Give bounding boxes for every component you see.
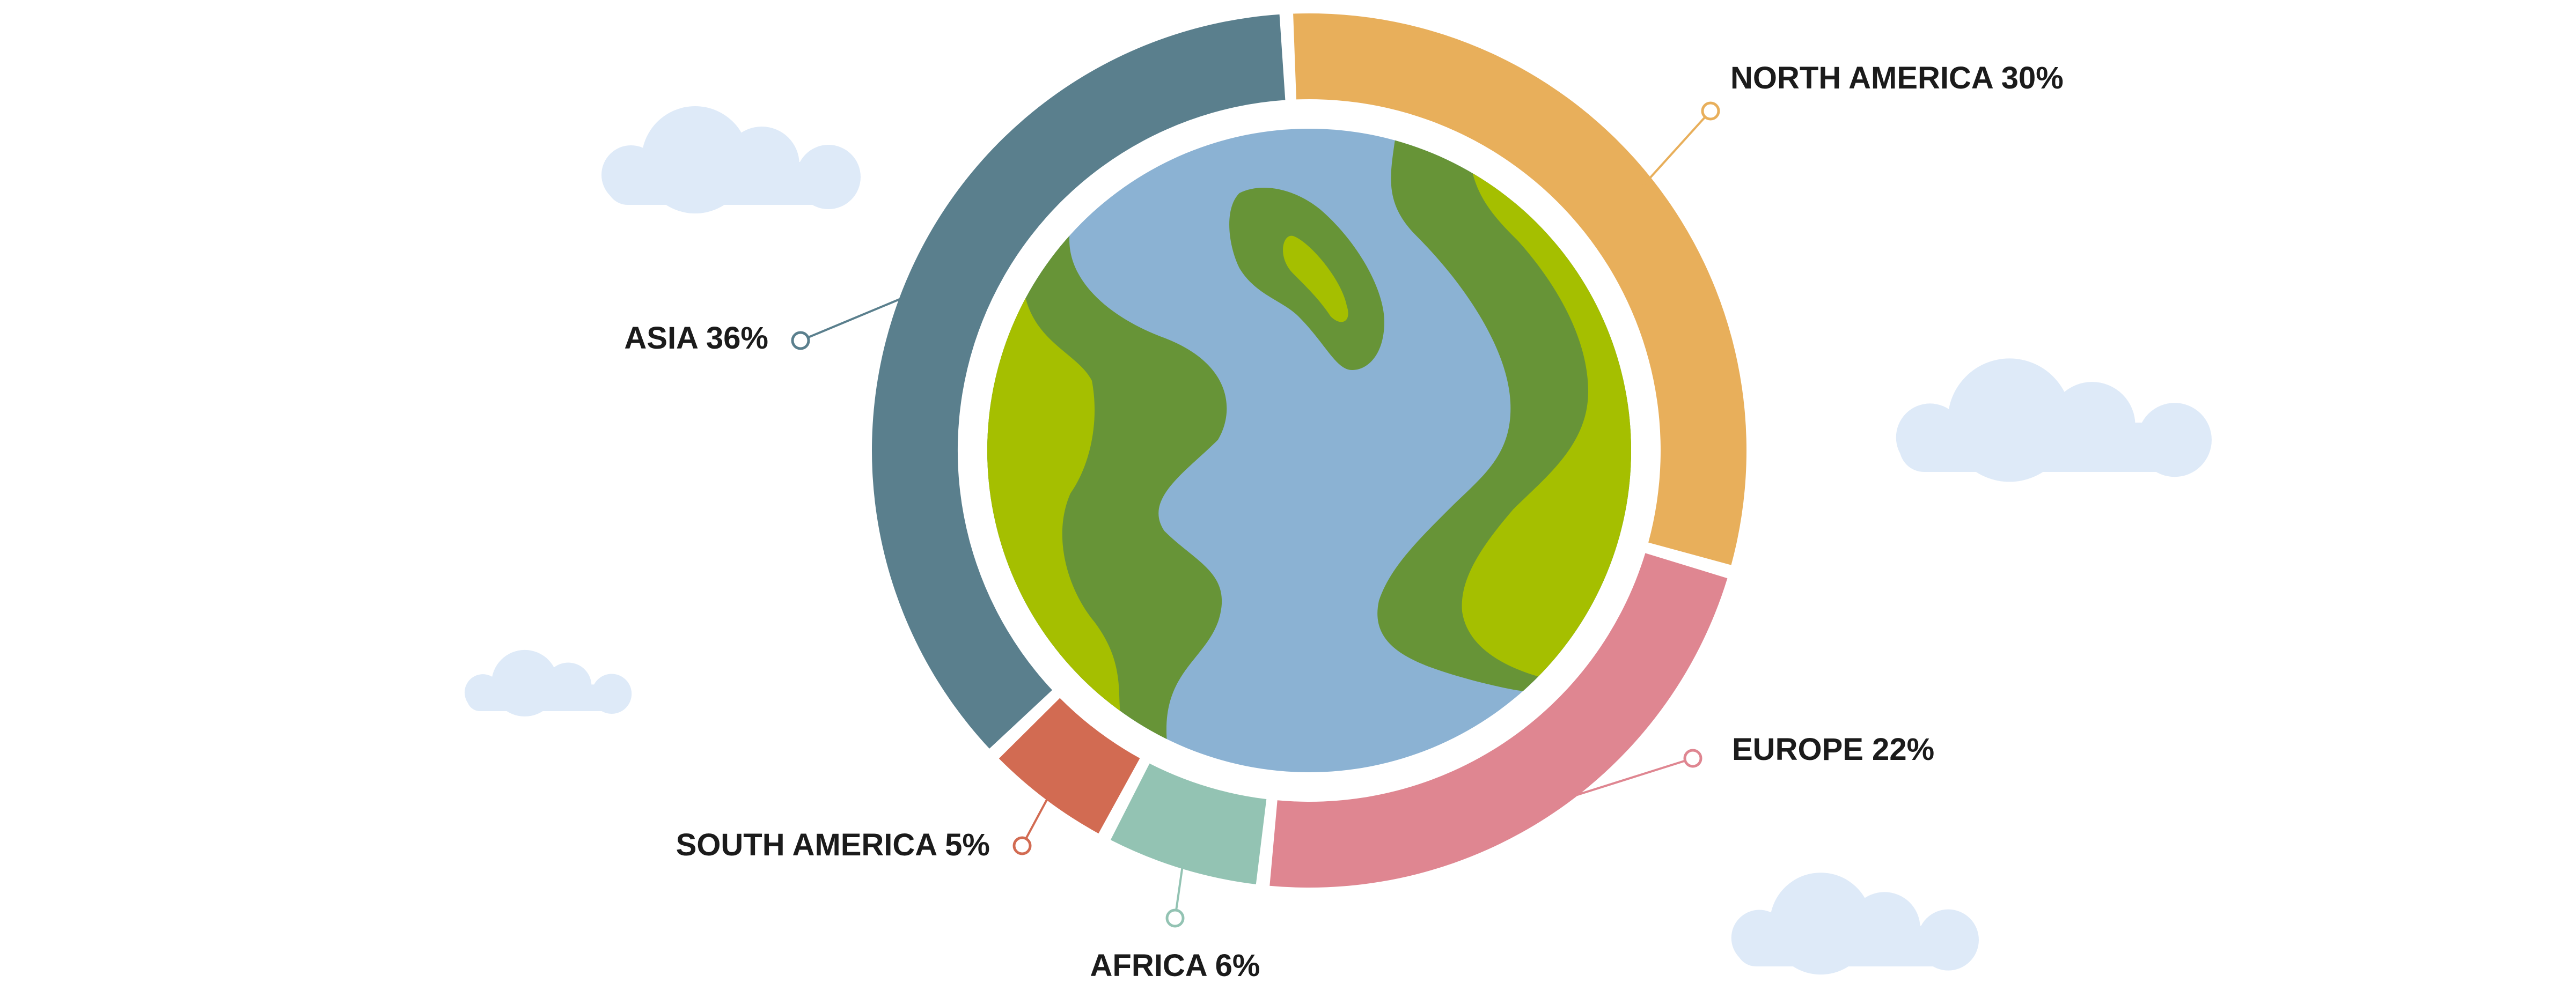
slice-label-asia: ASIA 36% (624, 321, 768, 356)
leader-marker-asia (791, 331, 810, 350)
slice-africa (1110, 763, 1267, 884)
leader-line-south-america (1021, 794, 1051, 846)
clouds (464, 106, 2212, 975)
slice-europe (1269, 553, 1728, 888)
slice-label-africa: AFRICA 6% (1090, 948, 1260, 983)
cloud-icon (464, 649, 632, 716)
slice-south-america (999, 698, 1140, 834)
cloud-icon (1731, 873, 1979, 975)
leader-marker-europe (1683, 749, 1702, 768)
leader-lines (791, 101, 1720, 928)
leader-line-north-america (1642, 110, 1712, 186)
slice-labels: NORTH AMERICA 30% EUROPE 22% AFRICA 6% SOUT… (624, 61, 2064, 983)
cloud-icon (1896, 358, 2212, 482)
leader-marker-north-america (1701, 101, 1720, 121)
leader-marker-south-america (1012, 836, 1032, 855)
globe-island-inner (1283, 235, 1348, 322)
slice-label-south-america: SOUTH AMERICA 5% (676, 828, 990, 862)
slice-label-europe: EUROPE 22% (1732, 732, 1934, 767)
globe-land-left-inner (987, 268, 1121, 751)
leader-line-asia (800, 293, 913, 342)
slice-label-north-america: NORTH AMERICA 30% (1730, 61, 2064, 95)
slice-north-america (1293, 13, 1747, 565)
donut-slices (872, 13, 1747, 888)
cloud-icon (601, 106, 861, 213)
leader-line-europe (1546, 757, 1693, 806)
leader-marker-africa (1165, 908, 1185, 928)
slice-asia (872, 14, 1286, 749)
